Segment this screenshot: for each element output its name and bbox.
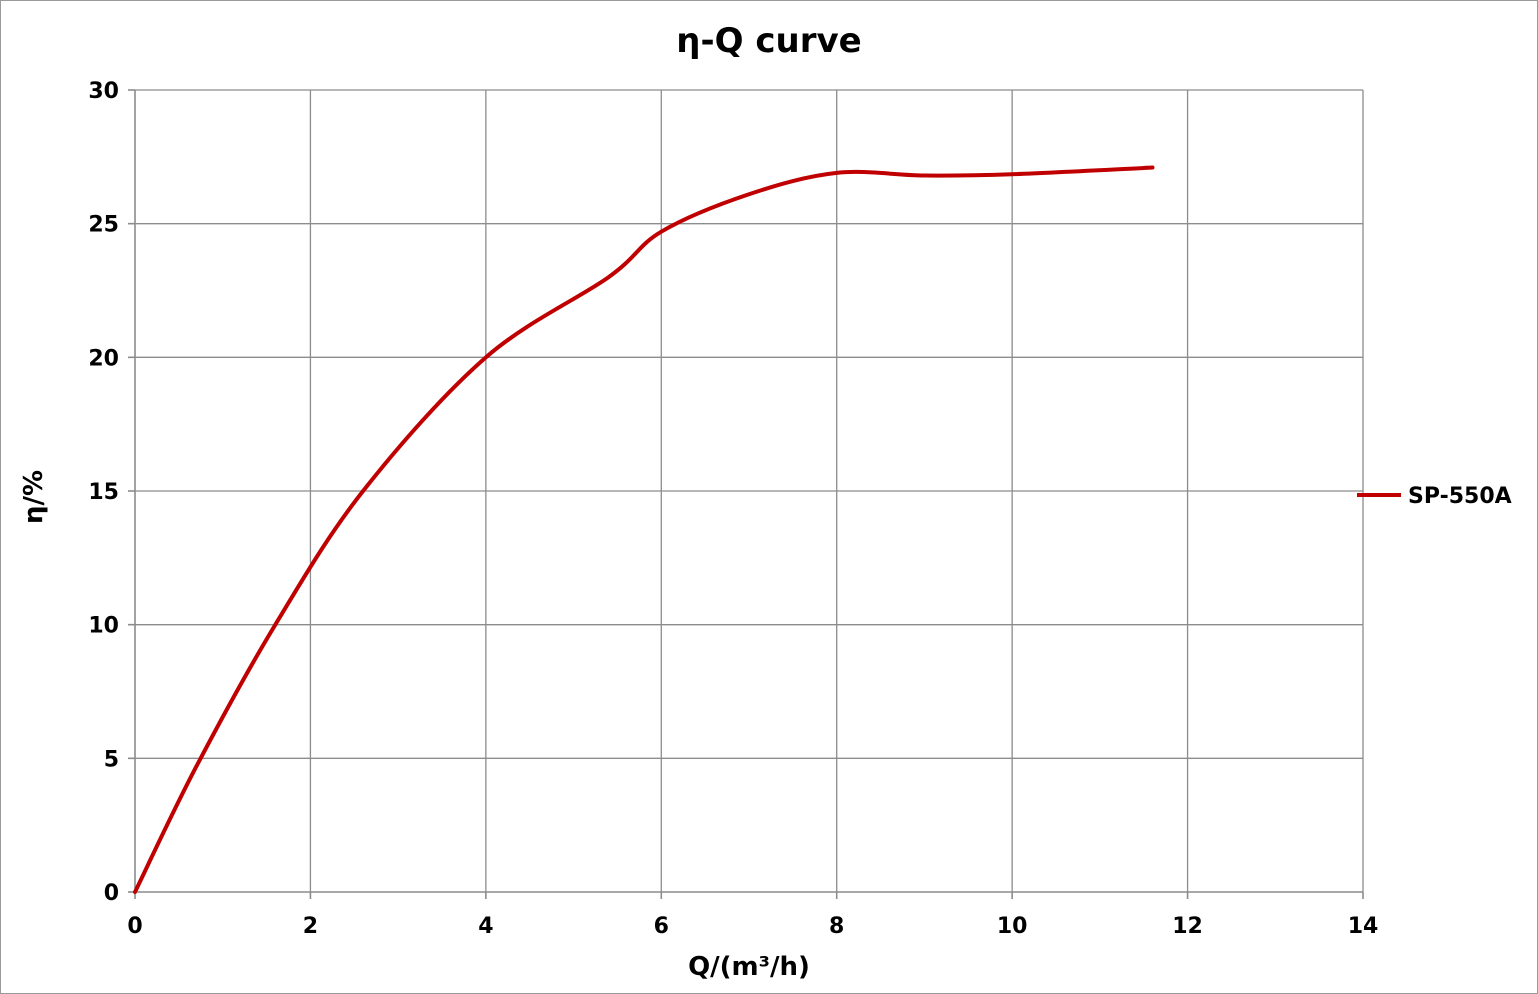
legend-label-sp-550a: SP-550A xyxy=(1408,484,1512,509)
x-tick-label: 0 xyxy=(127,914,142,939)
series-layer xyxy=(133,165,1155,894)
y-axis-label: η/% xyxy=(19,470,49,524)
y-tick-label: 25 xyxy=(88,213,119,238)
y-tick-label: 30 xyxy=(88,79,119,104)
x-tick-label: 10 xyxy=(997,914,1028,939)
x-tick-label: 14 xyxy=(1348,914,1379,939)
x-tick-label: 4 xyxy=(478,914,493,939)
x-axis-label: Q/(m³/h) xyxy=(688,952,810,982)
series-line-sp-550a xyxy=(133,165,1155,894)
grid-lines xyxy=(128,89,1364,899)
tick-labels: 0 2 4 6 8 10 12 14 0 5 10 15 20 25 30 xyxy=(88,79,1378,939)
y-tick-label: 0 xyxy=(104,881,119,906)
x-tick-label: 2 xyxy=(303,914,318,939)
y-tick-label: 10 xyxy=(88,614,119,639)
y-tick-label: 15 xyxy=(88,480,119,505)
y-tick-label: 20 xyxy=(88,346,119,371)
chart-title: η-Q curve xyxy=(676,21,861,61)
x-tick-label: 12 xyxy=(1172,914,1203,939)
y-tick-label: 5 xyxy=(104,747,119,772)
x-tick-label: 8 xyxy=(829,914,844,939)
x-tick-label: 6 xyxy=(654,914,669,939)
legend: SP-550A xyxy=(1357,484,1512,509)
